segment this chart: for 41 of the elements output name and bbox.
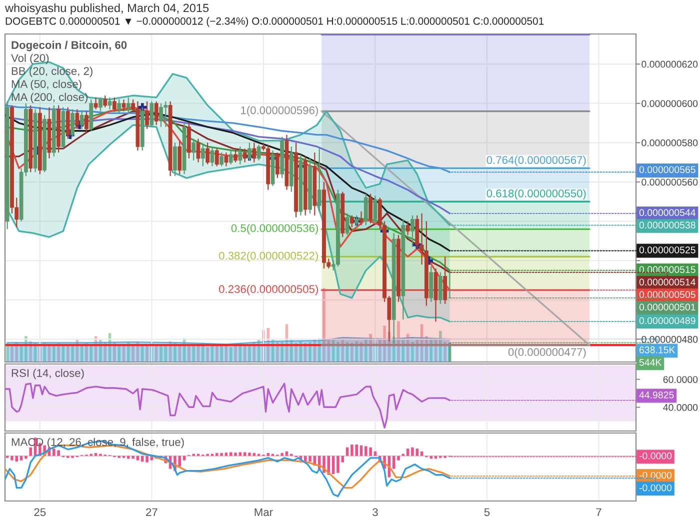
x-tick-label: 27 — [146, 508, 158, 516]
annotation: Vol (20) — [11, 54, 49, 64]
annotation: 0.000000515 — [639, 266, 696, 274]
annotation: 44.9825 — [639, 391, 674, 398]
y-tick-label: 0.000000560 — [642, 178, 698, 186]
annotation: -0.0000 — [639, 484, 672, 492]
annotation: 0.000000544 — [639, 209, 696, 216]
chart-title: whoisyashu published, March 04, 2015 — [4, 4, 209, 14]
x-tick-label: Mar — [254, 508, 273, 516]
series-label: 1(0.000000596) — [241, 106, 318, 116]
series-label: 0(0.000000477) — [508, 348, 586, 358]
series-label: 0.618(0.000000550) — [486, 189, 586, 200]
annotation: 0.000000514 — [639, 278, 696, 286]
annotation: 0.000000505 — [639, 291, 696, 298]
series-label: 0.5(0.000000536) — [231, 224, 318, 234]
y-tick-label: 0.000000580 — [642, 139, 698, 146]
y-tick-label: 0.000000600 — [642, 100, 698, 107]
x-tick-label: 25 — [34, 508, 46, 516]
annotation: 638.15K — [639, 346, 676, 354]
annotation: -0.0000 — [639, 472, 672, 479]
annotation: 0.000000489 — [639, 317, 696, 324]
y-tick-label: 0.000000480 — [642, 336, 698, 343]
x-tick-label: 7 — [596, 508, 602, 516]
annotation: 0.000000565 — [639, 166, 696, 174]
series-label: 0.382(0.000000522) — [219, 251, 318, 262]
annotation: -0.0000 — [639, 452, 672, 460]
x-tick-label: 3 — [372, 508, 378, 516]
chart-title: RSI (14, close) — [12, 368, 84, 380]
annotation: MA (200, close) — [12, 92, 88, 104]
y-tick-label: 60.0000 — [663, 376, 698, 383]
chart-subtitle: DOGEBTC 0.000000501 ▼ −0.000000012 (−2.34%) O:0.000000501 H:0.000000515 L:0.000000501 C:0.000000501 — [6, 17, 544, 27]
annotation: 544K — [639, 359, 662, 366]
annotation: Dogecoin / Bitcoin, 60 — [12, 40, 127, 52]
x-tick-label: 5 — [484, 508, 490, 516]
annotation: 0.000000501 — [639, 304, 696, 311]
y-tick-label: 40.0000 — [663, 404, 698, 411]
series-label: 0.764(0.000000567) — [486, 156, 586, 166]
series-label: 0.236(0.000000505) — [219, 284, 318, 296]
annotation: 0.000000525 — [639, 246, 696, 254]
annotation: 0.000000538 — [639, 222, 696, 229]
y-tick-label: 0.000000620 — [642, 60, 698, 68]
